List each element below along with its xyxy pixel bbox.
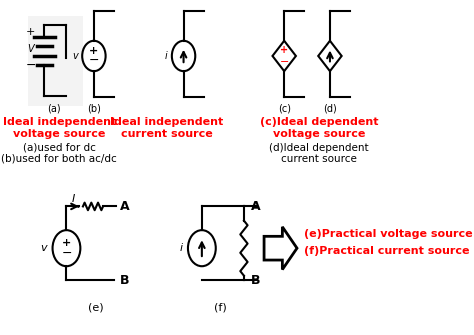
Text: (a)used for dc: (a)used for dc [23,143,96,152]
Text: current source: current source [121,129,213,139]
Text: (b)used for both ac/dc: (b)used for both ac/dc [1,154,117,164]
Text: (e): (e) [88,303,103,313]
Text: A: A [119,200,129,213]
Text: V: V [27,44,34,54]
Text: i: i [179,243,182,253]
Text: A: A [251,200,261,213]
Text: v: v [73,51,79,61]
Text: +: + [89,47,99,56]
Text: B: B [251,274,261,287]
Text: current source: current source [281,154,357,164]
Text: +: + [280,45,288,55]
Text: +: + [26,27,35,37]
Text: −: − [25,59,36,72]
Text: (c)Ideal dependent: (c)Ideal dependent [260,117,378,127]
Text: (c): (c) [278,103,291,113]
Text: (a): (a) [47,103,61,113]
Text: (e)Practical voltage source: (e)Practical voltage source [304,229,473,239]
Text: voltage source: voltage source [13,129,105,139]
Text: −: − [89,54,99,67]
FancyBboxPatch shape [28,16,83,106]
Text: i: i [164,51,167,61]
Text: (f): (f) [214,303,227,313]
Text: v: v [40,243,47,253]
Text: I: I [72,194,75,204]
Text: Ideal independent: Ideal independent [110,117,224,127]
Text: (f)Practical current source: (f)Practical current source [304,246,470,256]
Text: B: B [119,274,129,287]
Text: +: + [62,238,71,248]
Text: −: − [280,57,289,67]
Text: (d): (d) [323,103,337,113]
Text: voltage source: voltage source [273,129,365,139]
Text: (d)Ideal dependent: (d)Ideal dependent [269,143,369,152]
Text: Ideal independent: Ideal independent [2,117,116,127]
Text: −: − [61,247,72,260]
Text: (b): (b) [87,103,101,113]
